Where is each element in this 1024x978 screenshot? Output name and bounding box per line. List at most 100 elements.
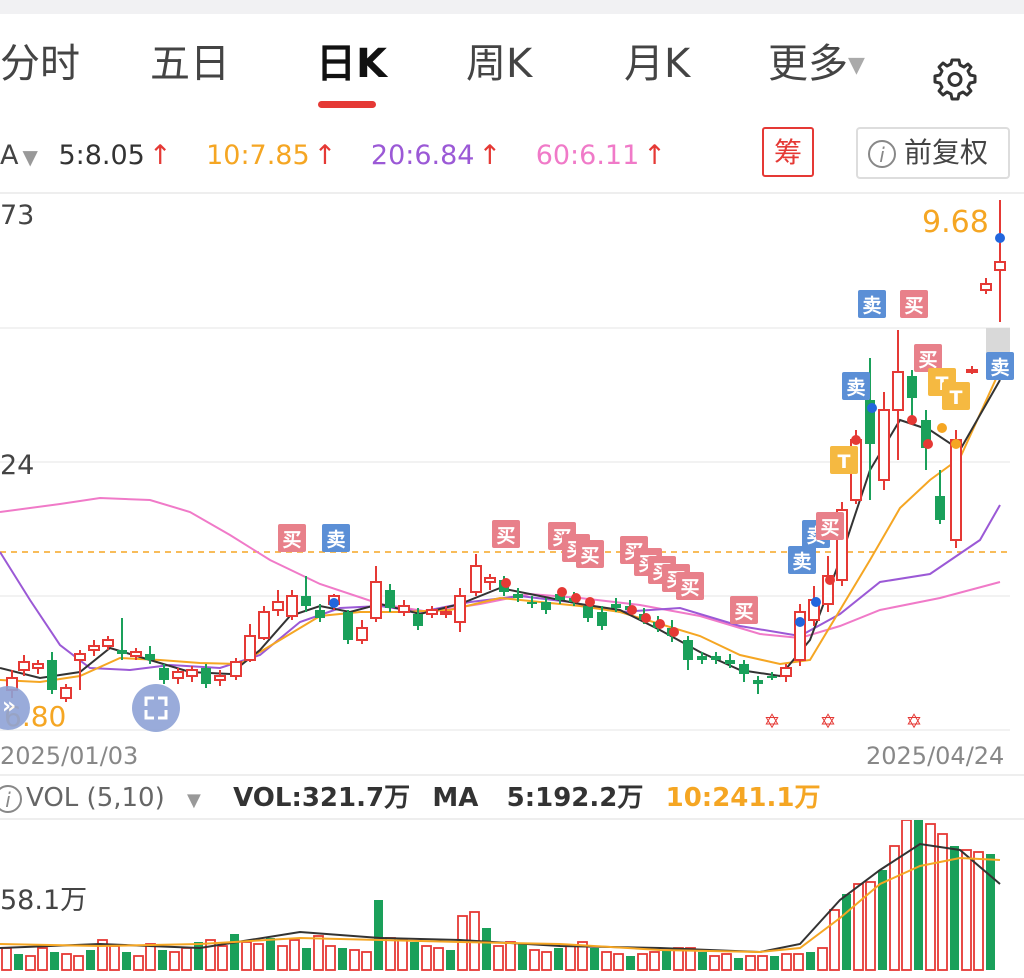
candle-body xyxy=(426,609,438,615)
volume-bar xyxy=(986,854,995,970)
signal-dot xyxy=(329,598,339,608)
volume-bar xyxy=(37,947,48,971)
tab-monthly-k[interactable]: 月K xyxy=(624,41,691,87)
volume-bar xyxy=(529,949,540,971)
volume-bar xyxy=(410,942,419,970)
signal-dot xyxy=(571,593,581,603)
volume-bar xyxy=(601,951,612,971)
candle-body xyxy=(32,663,44,669)
signal-dot xyxy=(951,439,961,449)
candle-body xyxy=(117,650,127,654)
candle-body xyxy=(60,687,72,699)
info-icon: i xyxy=(868,140,896,168)
tab-more[interactable]: 更多▼ xyxy=(768,40,865,90)
volume-bar xyxy=(637,953,648,971)
candle-body xyxy=(214,675,226,681)
t-signal-tag xyxy=(942,382,970,410)
chip-distribution-button[interactable]: 筹 xyxy=(762,127,814,177)
candlestick-chart[interactable]: 买卖买买买买买买买买买买卖卖买卖卖买买卖TTT✡✡✡ xyxy=(0,194,1024,739)
candle-body xyxy=(865,400,875,444)
chevron-down-icon: ▼ xyxy=(848,53,865,78)
volume-bar xyxy=(86,950,95,970)
candle-body xyxy=(413,614,423,626)
signal-dot xyxy=(795,617,805,627)
volume-axis-label: 58.1万 xyxy=(0,885,88,916)
candle-body xyxy=(921,420,931,448)
volume-bar xyxy=(518,944,527,970)
volume-bar xyxy=(277,945,288,971)
candle-body xyxy=(836,509,848,581)
volume-bar xyxy=(734,958,743,970)
volume-indicator-label[interactable]: VOL (5,10) xyxy=(26,783,165,813)
tab-intraday[interactable]: 分时 xyxy=(0,41,80,87)
candle-body xyxy=(172,671,184,679)
buy-signal-tag xyxy=(914,344,942,372)
gear-icon[interactable] xyxy=(930,54,980,104)
volume-bar xyxy=(50,952,59,970)
signal-tag-text: 卖 xyxy=(326,529,345,551)
sell-signal-tag xyxy=(788,546,816,574)
info-icon[interactable]: i xyxy=(0,784,22,813)
expand-icon xyxy=(144,696,168,720)
up-arrow-icon: ↑ xyxy=(313,140,337,171)
candle-body xyxy=(343,612,353,640)
star-icon: ✡ xyxy=(820,709,837,733)
volume-bar xyxy=(266,938,275,970)
fullscreen-button[interactable] xyxy=(132,684,180,732)
volume-bar xyxy=(158,950,167,970)
signal-dot xyxy=(501,578,511,588)
buy-signal-tag xyxy=(816,512,844,540)
signal-tag-text: 买 xyxy=(904,295,923,317)
volume-bar xyxy=(662,950,671,970)
ma5-value: 5:8.05 xyxy=(58,140,145,171)
caret-down-icon[interactable]: ▼ xyxy=(187,790,201,811)
signal-tag-text: 买 xyxy=(496,525,515,547)
volume-ma-label: MA xyxy=(432,783,479,813)
double-chevron-right-icon: » xyxy=(2,694,17,719)
status-strip xyxy=(0,0,1024,14)
volume-bar xyxy=(973,851,984,971)
tab-daily-k[interactable]: 日K xyxy=(316,41,387,87)
caret-down-icon[interactable]: ▼ xyxy=(22,145,38,169)
candle-body xyxy=(398,605,410,613)
t-signal-tag xyxy=(830,446,858,474)
volume-ma10: 10:241.1万 xyxy=(665,783,821,813)
tab-more-label: 更多 xyxy=(768,41,848,87)
ma10-line xyxy=(0,369,1001,684)
candle-body xyxy=(767,676,777,678)
active-tab-indicator xyxy=(318,101,376,108)
volume-bar xyxy=(302,948,311,970)
sell-signal-tag xyxy=(842,372,870,400)
tab-five-day[interactable]: 五日 xyxy=(150,41,230,87)
tab-weekly-k[interactable]: 周K xyxy=(466,41,533,87)
volume-bar xyxy=(253,943,264,971)
candle-body xyxy=(935,496,945,520)
signal-dot xyxy=(669,627,679,637)
candle-body xyxy=(753,680,763,684)
volume-bar xyxy=(781,953,792,971)
candle-body xyxy=(385,590,395,608)
adjust-mode-button[interactable]: i 前复权 xyxy=(856,127,1010,179)
volume-bar xyxy=(338,948,347,970)
candle-body xyxy=(201,668,211,684)
candle-body xyxy=(994,261,1006,271)
candle-body xyxy=(683,640,693,660)
candle-body xyxy=(950,439,962,541)
ma20-value: 20:6.84 xyxy=(370,140,475,171)
volume-bar xyxy=(145,943,156,971)
volume-bar xyxy=(577,941,588,971)
signal-dot xyxy=(825,575,835,585)
candle-body xyxy=(470,565,482,593)
signal-tag-text: 卖 xyxy=(990,357,1009,379)
signal-tag-text: 买 xyxy=(580,545,599,567)
star-icon: ✡ xyxy=(906,709,923,733)
volume-chart[interactable] xyxy=(0,820,1024,978)
date-start: 2025/01/03 xyxy=(0,742,139,770)
volume-bar xyxy=(349,949,360,971)
volume-bar xyxy=(829,909,840,971)
volume-bar xyxy=(565,945,576,971)
volume-bar xyxy=(230,934,239,970)
candle-body xyxy=(711,656,721,660)
signal-tag-text: T xyxy=(950,387,963,409)
volume-bar xyxy=(446,950,455,970)
